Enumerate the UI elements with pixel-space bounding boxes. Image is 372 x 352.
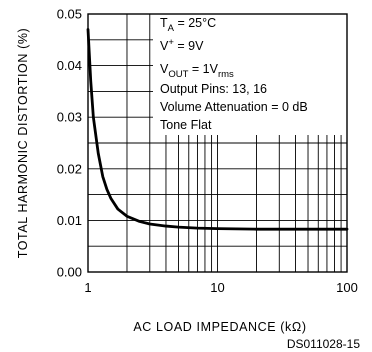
y-tick-label: 0.01 xyxy=(57,213,82,228)
y-tick-label: 0.03 xyxy=(57,110,82,125)
thd-curve-series-1 xyxy=(86,28,349,231)
x-tick-label: 1 xyxy=(84,280,91,295)
annotation-output-pins: Output Pins: 13, 16 xyxy=(160,82,267,96)
annotation-volume-attenuation: Volume Attenuation = 0 dB xyxy=(160,100,308,114)
x-tick-labels: 1 10 100 xyxy=(84,280,357,295)
annotation-ta: TA = 25°C xyxy=(160,16,216,34)
x-tick-label: 100 xyxy=(336,280,358,295)
y-tick-label: 0.00 xyxy=(57,265,82,280)
series-layer xyxy=(86,28,349,231)
y-axis-label: TOTAL HARMONIC DISTORTION (%) xyxy=(16,28,30,259)
annotation-vout: VOUT = 1Vrms xyxy=(160,62,234,80)
plot-frame xyxy=(87,13,348,273)
annotation-vplus: V+ = 9V xyxy=(160,37,204,53)
y-tick-label: 0.05 xyxy=(57,7,82,22)
x-tick-label: 10 xyxy=(210,280,224,295)
y-tick-labels: 0.00 0.01 0.02 0.03 0.04 0.05 xyxy=(57,7,82,280)
figure-code: DS011028-15 xyxy=(287,337,360,351)
x-axis-label: AC LOAD IMPEDANCE (kΩ) xyxy=(133,320,306,334)
y-tick-label: 0.04 xyxy=(57,58,82,73)
y-tick-label: 0.02 xyxy=(57,161,82,176)
annotation-tone-flat: Tone Flat xyxy=(160,118,212,132)
annotation-box xyxy=(153,11,347,135)
conditions-annotation: TA = 25°C V+ = 9V VOUT = 1Vrms Output Pi… xyxy=(160,16,308,132)
